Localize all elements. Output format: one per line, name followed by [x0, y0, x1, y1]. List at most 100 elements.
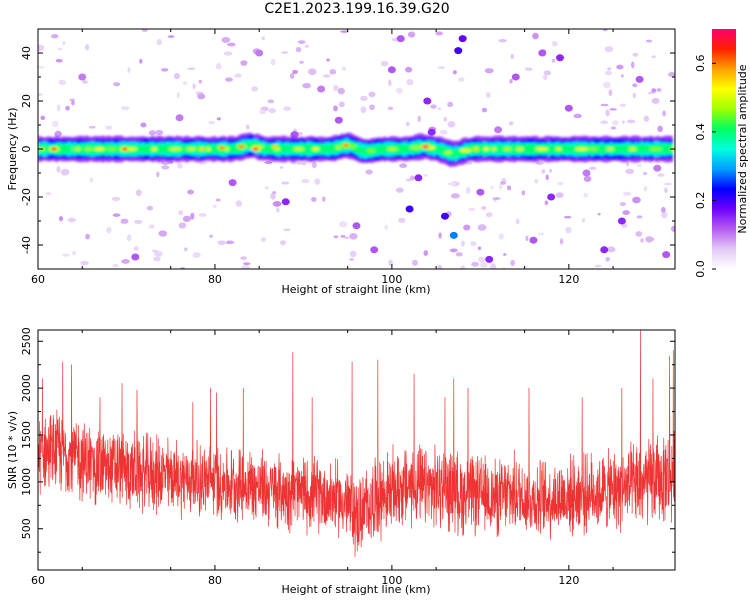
band-patch	[648, 147, 663, 151]
spectrogram-y-axis-label: Frequency (Hz)	[6, 108, 19, 191]
noise-speckle	[490, 263, 497, 269]
snr-y-axis-label: SNR (10 * v/v)	[6, 411, 19, 489]
noise-speckle	[597, 212, 601, 216]
snr-series-line	[38, 330, 675, 558]
noise-speckle	[557, 181, 564, 186]
noise-speckle	[656, 88, 662, 92]
noise-blob	[78, 73, 87, 81]
noise-speckle	[89, 177, 94, 183]
colorbar-label: Normalized spectral amplitude	[736, 64, 749, 233]
band-patch	[185, 147, 197, 151]
noise-speckle	[621, 120, 625, 124]
band-hotspot	[472, 147, 479, 151]
noise-speckle	[467, 207, 476, 211]
noise-speckle	[72, 250, 76, 256]
noise-speckle	[270, 192, 276, 200]
band-hotspot	[272, 145, 279, 149]
band-hotspot	[252, 147, 259, 151]
snr-frame	[37, 329, 676, 571]
noise-speckle	[151, 249, 158, 253]
noise-speckle	[187, 189, 195, 195]
noise-speckle	[240, 256, 247, 260]
noise-speckle	[622, 210, 630, 216]
band-patch	[409, 145, 423, 150]
noise-speckle	[40, 115, 46, 121]
noise-speckle	[349, 250, 357, 258]
band-hotspot	[198, 147, 205, 151]
colorbar-tick-label: 0.4	[694, 123, 707, 141]
noise-speckle	[88, 125, 96, 129]
noise-blob	[476, 188, 485, 196]
noise-speckle	[369, 104, 375, 111]
noise-speckle	[449, 248, 458, 253]
noise-speckle	[268, 108, 276, 114]
noise-speckle	[632, 52, 639, 57]
colorbar-gradient	[712, 29, 736, 269]
noise-speckle	[534, 179, 539, 184]
noise-speckle	[198, 213, 207, 217]
noise-speckle	[583, 175, 592, 182]
noise-speckle	[349, 258, 354, 261]
noise-speckle	[329, 69, 337, 75]
noise-speckle	[333, 105, 338, 112]
band-hotspot	[121, 147, 128, 151]
noise-speckle	[241, 264, 251, 269]
noise-speckle	[600, 103, 609, 107]
noise-speckle	[242, 262, 251, 266]
noise-speckle	[62, 253, 70, 257]
band-patch	[84, 147, 93, 151]
noise-speckle	[668, 72, 675, 77]
band-hotspot	[50, 147, 57, 151]
noise-speckle	[281, 181, 290, 185]
noise-blob	[396, 35, 405, 43]
noise-speckle	[405, 178, 412, 182]
noise-speckle	[543, 74, 548, 80]
noise-speckle	[477, 246, 482, 251]
noise-speckle	[463, 224, 471, 231]
noise-speckle	[551, 58, 556, 63]
noise-speckle	[85, 233, 90, 240]
noise-speckle	[301, 161, 307, 166]
noise-speckle	[481, 107, 488, 113]
noise-speckle	[438, 232, 442, 239]
noise-speckle	[156, 38, 163, 46]
colorbar-ticks: 0.0 0.2 0.4 0.6	[694, 55, 716, 278]
noise-speckle	[485, 212, 493, 218]
noise-speckle	[632, 92, 637, 99]
noise-speckle	[198, 79, 203, 84]
noise-speckle	[192, 83, 196, 90]
noise-speckle	[340, 235, 346, 238]
band-hotspot	[219, 146, 226, 150]
noise-blob	[454, 47, 463, 55]
snr-x-ticks: 60 80 100 120	[31, 330, 614, 587]
band-patch	[515, 147, 524, 151]
noise-blob	[494, 126, 503, 134]
noise-speckle	[583, 192, 588, 198]
noise-speckle	[563, 215, 572, 219]
noise-speckle	[423, 250, 429, 256]
noise-speckle	[664, 182, 673, 186]
noise-blob	[175, 114, 184, 122]
noise-blob	[555, 54, 564, 62]
y-tick-label: 0	[20, 146, 33, 153]
noise-speckle	[182, 81, 188, 86]
noise-speckle	[508, 121, 514, 126]
noise-speckle	[133, 246, 139, 251]
noise-speckle	[545, 174, 549, 181]
noise-speckle	[112, 213, 121, 217]
noise-speckle	[215, 198, 221, 202]
noise-speckle	[460, 265, 466, 269]
noise-speckle	[223, 51, 233, 56]
colorbar-tick-label: 0.0	[694, 260, 707, 278]
noise-speckle	[58, 79, 67, 86]
noise-speckle	[120, 218, 129, 224]
noise-blob	[564, 104, 573, 112]
noise-blob	[635, 75, 644, 83]
noise-speckle	[439, 129, 448, 135]
noise-speckle	[340, 30, 349, 33]
noise-speckle	[637, 164, 642, 168]
noise-speckle	[405, 121, 410, 127]
noise-speckle	[259, 110, 266, 115]
noise-speckle	[657, 173, 665, 177]
noise-speckle	[342, 66, 346, 71]
